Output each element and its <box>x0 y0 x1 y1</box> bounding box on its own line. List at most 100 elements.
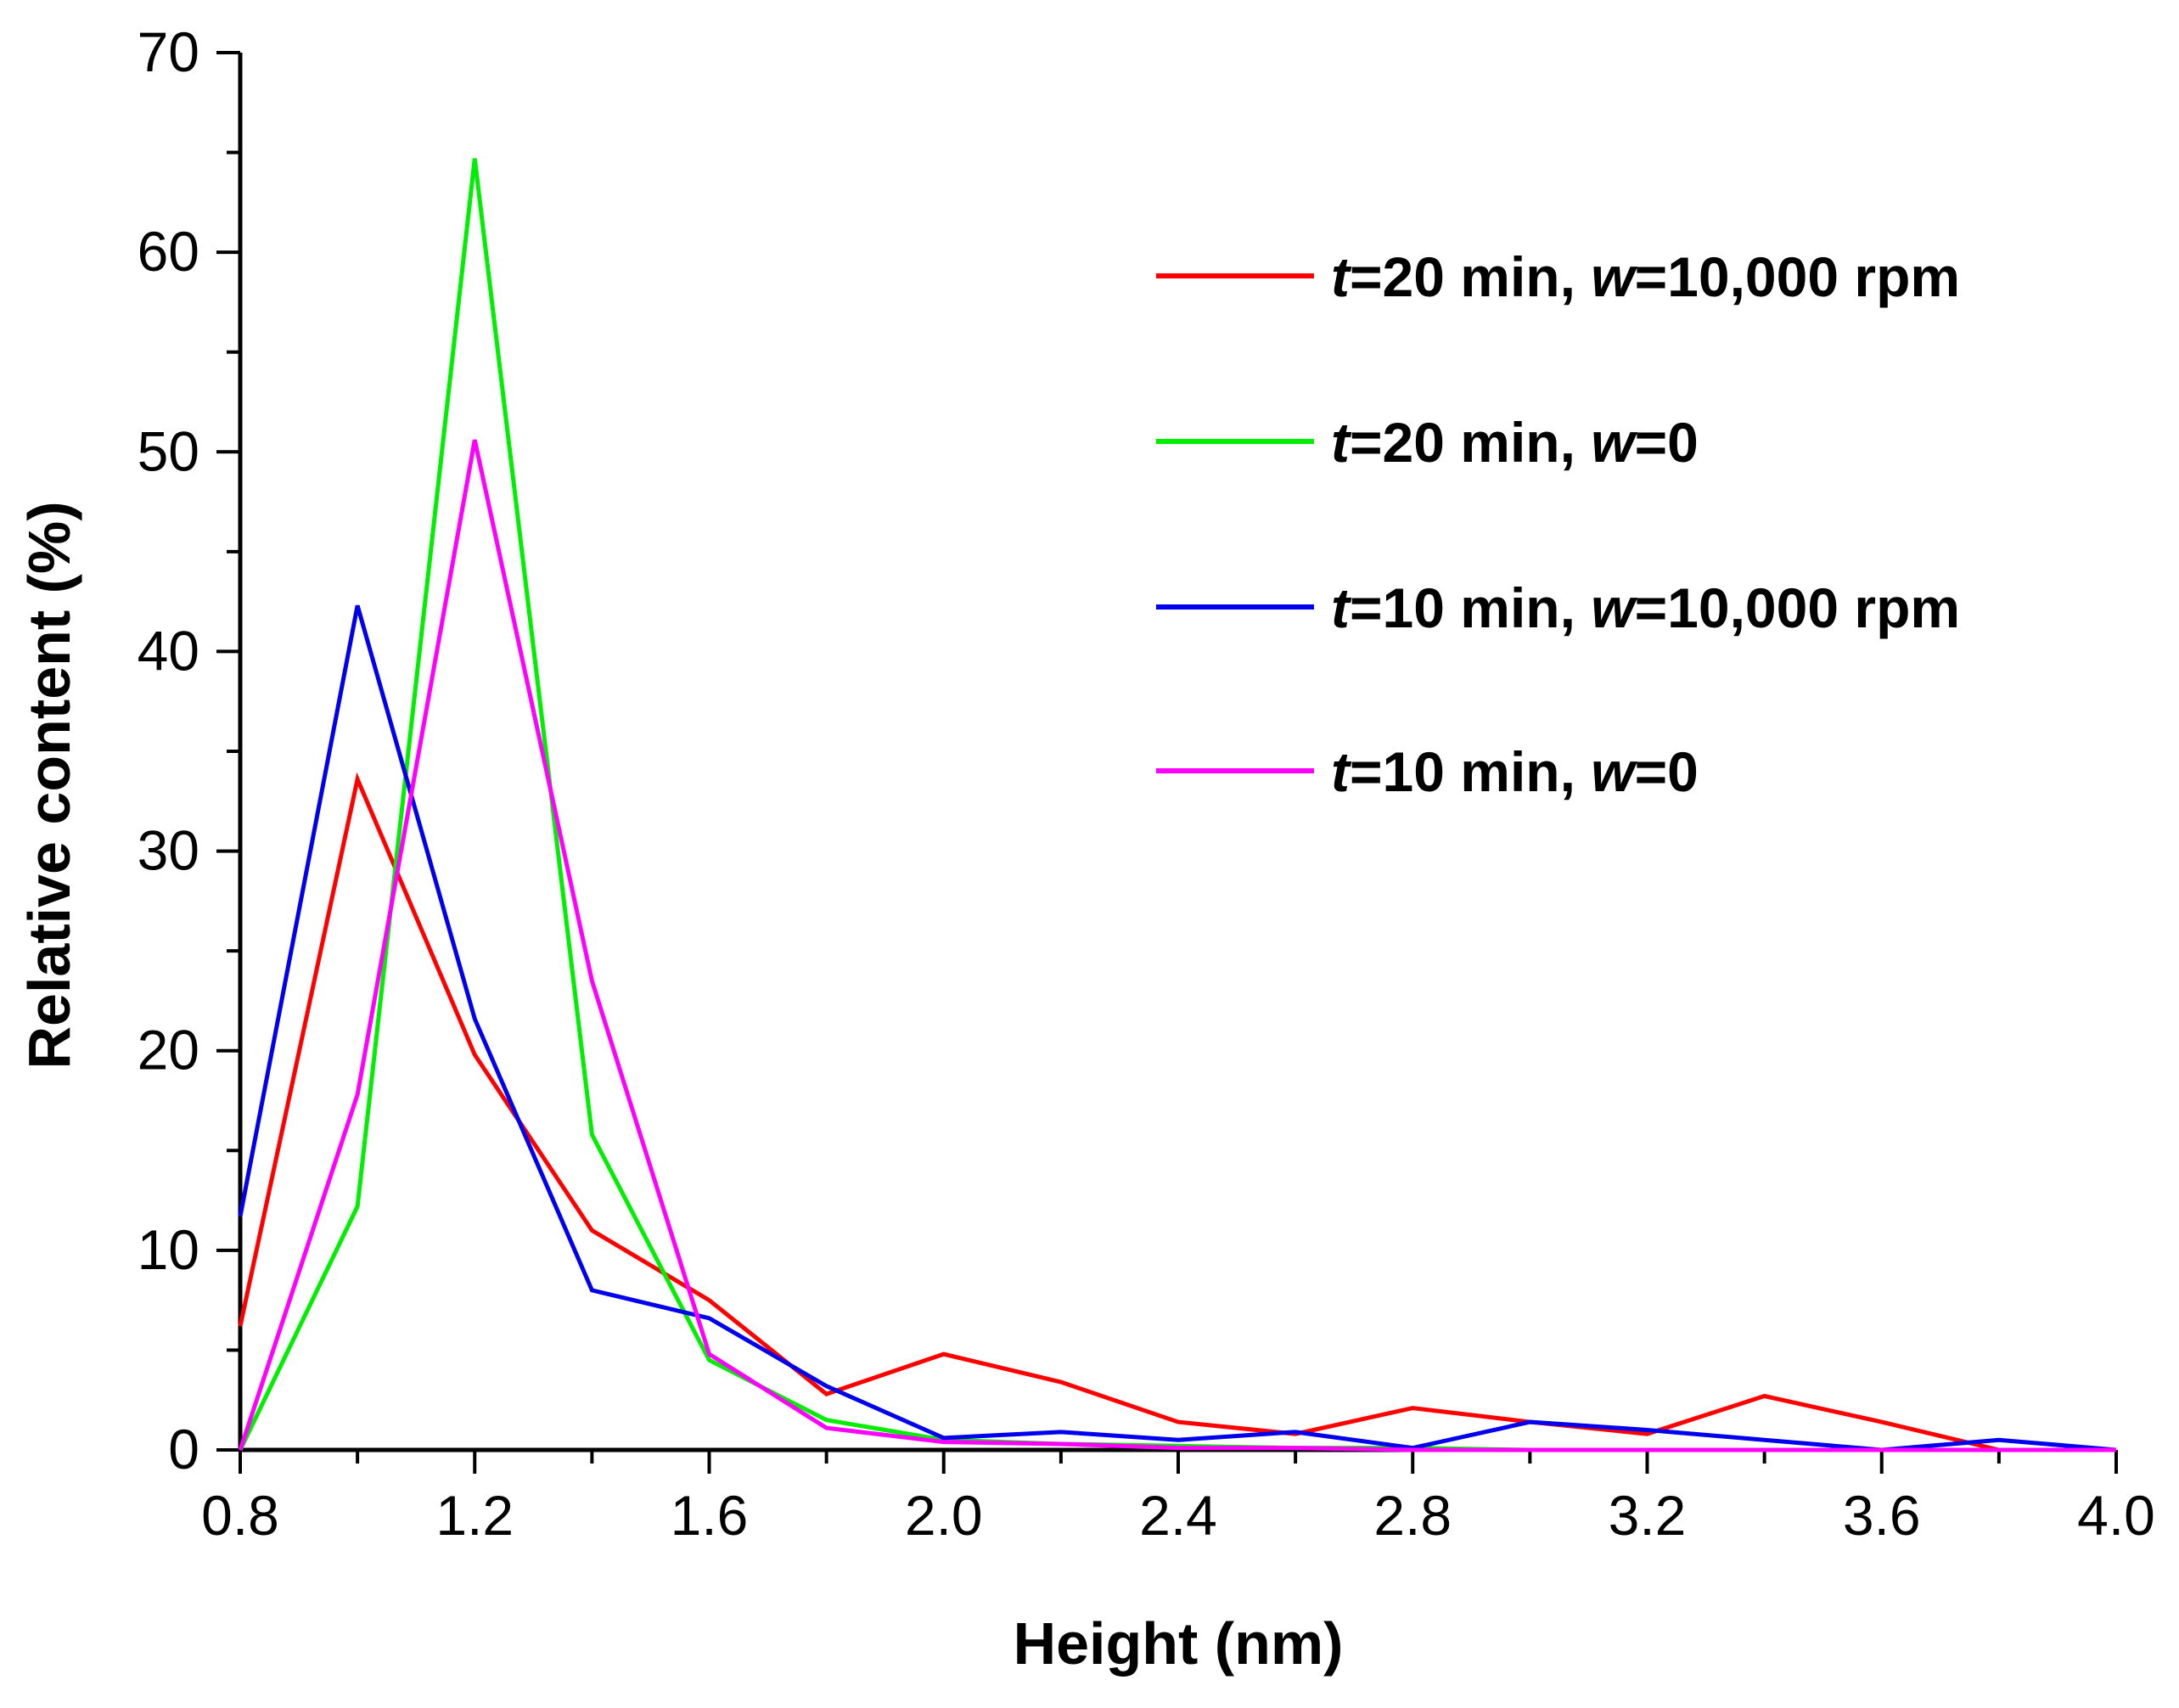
data-point <box>237 1447 244 1453</box>
y-tick-label: 20 <box>138 1019 199 1082</box>
data-point <box>354 1203 361 1210</box>
x-tick-label: 3.6 <box>1843 1484 1921 1547</box>
y-tick-label: 30 <box>138 819 199 882</box>
y-axis-title: Relative content (%) <box>16 502 82 1070</box>
data-point <box>823 1424 830 1431</box>
data-point <box>1058 1429 1064 1436</box>
legend-item: t=10 min, w=0 <box>1156 740 1699 803</box>
data-point <box>588 1131 595 1138</box>
data-point <box>706 1315 713 1322</box>
data-point <box>1175 1436 1182 1443</box>
series-layer <box>237 155 2120 1453</box>
data-point <box>471 1015 478 1022</box>
x-tick-label: 2.0 <box>905 1484 983 1547</box>
legend-label-part: =0 <box>1635 740 1699 803</box>
data-point <box>1058 1441 1064 1447</box>
legend-label-part: t <box>1331 740 1352 803</box>
data-point <box>588 977 595 984</box>
series-group <box>237 772 2116 1452</box>
data-point <box>706 1297 713 1304</box>
legend-label-part: =20 min, <box>1350 411 1591 474</box>
data-point <box>1526 1447 1533 1453</box>
legend-label-part: t <box>1331 245 1352 308</box>
x-tick-label: 2.8 <box>1373 1484 1452 1547</box>
x-tick-label: 4.0 <box>2077 1484 2155 1547</box>
legend-label-part: t <box>1331 411 1352 474</box>
data-point <box>1644 1447 1651 1453</box>
data-point <box>471 155 478 162</box>
y-tick-label: 60 <box>138 220 199 283</box>
data-point <box>1996 1447 2002 1453</box>
x-tick-label: 3.2 <box>1609 1484 1687 1547</box>
legend-label-part: w <box>1591 740 1637 803</box>
legend-label-part: t <box>1331 576 1352 639</box>
series-line <box>238 439 2116 1452</box>
y-tick-label: 10 <box>138 1218 199 1281</box>
x-tick-label: 2.4 <box>1139 1484 1217 1547</box>
axes: 0.8 1.2 1.6 2.0 2.4 2.8 3.2 3.6 4.0 0 10 20 30 40 50 6… <box>138 20 2155 1547</box>
series-group <box>237 436 2120 1453</box>
data-point <box>471 436 478 443</box>
data-point <box>2113 1447 2120 1453</box>
y-tick-label: 70 <box>138 20 199 83</box>
data-point <box>1409 1405 1416 1412</box>
data-point <box>354 602 361 609</box>
data-point <box>1526 1419 1533 1425</box>
series-line <box>238 604 2117 1452</box>
data-point <box>823 1383 830 1390</box>
data-point <box>471 1051 478 1058</box>
data-point <box>237 1323 244 1329</box>
y-tick-label: 50 <box>138 419 199 482</box>
y-tick-label: 40 <box>138 619 199 682</box>
data-point <box>1761 1447 1768 1453</box>
data-point <box>1175 1419 1182 1425</box>
x-axis-title: Height (nm) <box>1014 1610 1344 1677</box>
legend-label-part: =0 <box>1635 411 1699 474</box>
data-point <box>1996 1436 2002 1443</box>
data-point <box>1175 1445 1182 1452</box>
x-tick-label: 1.2 <box>435 1484 514 1547</box>
series-group <box>238 602 2117 1452</box>
legend-label-part: =10 min, <box>1350 576 1591 639</box>
legend-item: t=10 min, w=10,000 rpm <box>1156 576 1960 639</box>
data-point <box>1761 1436 1768 1443</box>
legend-label-part: =10,000 rpm <box>1635 245 1960 308</box>
data-point <box>1058 1379 1064 1385</box>
data-point <box>941 1351 947 1357</box>
series-line <box>238 772 2116 1452</box>
series-line <box>238 158 2116 1452</box>
data-point <box>1292 1445 1299 1452</box>
data-point <box>941 1439 947 1446</box>
series-group <box>238 155 2116 1452</box>
y-axis-ticks: 0 10 20 30 40 50 60 70 <box>138 20 240 1480</box>
data-point <box>1292 1429 1299 1436</box>
data-point <box>1761 1393 1768 1400</box>
legend-label: t=10 min, w=10,000 rpm <box>1331 576 1960 639</box>
x-tick-label: 0.8 <box>201 1484 279 1547</box>
legend-label-part: =10 min, <box>1350 740 1591 803</box>
legend-label: t=20 min, w=0 <box>1331 411 1699 474</box>
legend-label-part: w <box>1591 576 1637 639</box>
legend-item: t=20 min, w=10,000 rpm <box>1156 245 1960 308</box>
legend-label: t=10 min, w=0 <box>1331 740 1699 803</box>
x-axis-ticks: 0.8 1.2 1.6 2.0 2.4 2.8 3.2 3.6 4.0 <box>201 1450 2155 1547</box>
legend-label-part: w <box>1591 411 1637 474</box>
data-point <box>1409 1447 1416 1453</box>
y-tick-label: 0 <box>168 1418 199 1480</box>
legend-label-part: w <box>1591 245 1637 308</box>
data-point <box>1879 1419 1885 1425</box>
data-point <box>823 1417 830 1424</box>
legend-label-part: =20 min, <box>1350 245 1591 308</box>
legend-label-part: =10,000 rpm <box>1635 576 1960 639</box>
data-point <box>588 1227 595 1233</box>
x-tick-label: 1.6 <box>671 1484 749 1547</box>
data-point <box>354 1091 361 1098</box>
data-point <box>588 1287 595 1294</box>
data-point <box>706 1351 713 1357</box>
legend-label: t=20 min, w=10,000 rpm <box>1331 245 1960 308</box>
data-point <box>823 1391 830 1397</box>
data-point <box>1644 1426 1651 1433</box>
data-point <box>1879 1447 1885 1453</box>
